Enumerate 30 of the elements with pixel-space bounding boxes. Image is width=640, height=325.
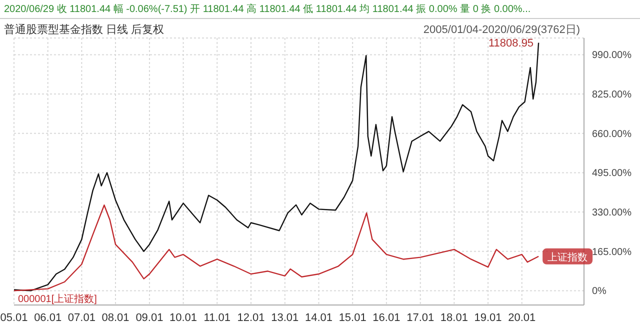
x-tick-label: 17.01 [406, 312, 434, 324]
x-tick-label: 05.01 [0, 312, 28, 324]
x-tick-label: 18.01 [440, 312, 468, 324]
text: 2005/01/04-2020/06/29(3762日) [422, 23, 580, 37]
x-tick-label: 15.01 [338, 312, 366, 324]
x-tick-label: 16.01 [372, 312, 400, 324]
annotation: 000001[上证指数] [17, 294, 98, 305]
x-tick-label: 20.01 [508, 312, 536, 324]
x-tick-label: 14.01 [304, 312, 333, 324]
chart-title: 2020/06/29 收 11801.44 幅 -0.06%(-7.51) 开 11801.44 高 11801.44 低 11801.44 均 11801.44 振 0.00% 量 0 换 0.00%... [0, 0, 640, 19]
y-tick-label: 495.00% [592, 168, 632, 180]
y-tick-label: 0% [592, 286, 607, 298]
line-series [14, 204, 540, 292]
y-tick-label: 990.00% [592, 50, 632, 62]
x-tick-label: 13.01 [271, 312, 299, 324]
x-tick-label: 11.01 [204, 312, 230, 324]
y-tick-label: 330.00% [592, 208, 632, 219]
y-tick-label: 660.00% [592, 128, 632, 140]
x-tick-label: 12.01 [237, 312, 265, 324]
y-tick-label: 165.00% [592, 246, 632, 258]
x-tick-label: 08.01 [102, 312, 130, 324]
x-tick-label: 09.01 [136, 312, 164, 324]
x-tick-label: 06.01 [34, 312, 62, 324]
annotation: 11808.95 [488, 38, 534, 50]
x-tick-label: 10.01 [170, 312, 198, 324]
y-tick-label: 825.00% [592, 90, 632, 101]
chart-subtitle: 普通股票型基金指数 日线 后复权 [4, 22, 164, 37]
x-tick-label: 19.01 [474, 312, 502, 324]
series-label: 上证指数 [548, 251, 588, 264]
x-tick-label: 07.01 [68, 312, 96, 324]
